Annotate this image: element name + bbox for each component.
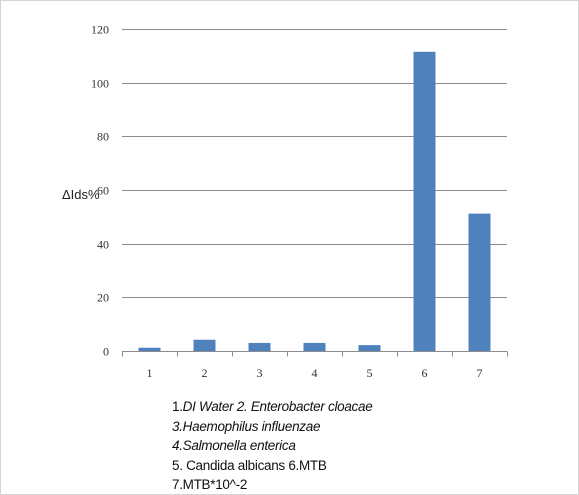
legend-line: 1.DI Water 2. Enterobacter cloacae — [172, 397, 373, 417]
legend-line: 3.Haemophilus influenzae — [172, 417, 372, 437]
y-axis-label: ΔIds% — [62, 187, 100, 202]
bar-7 — [468, 213, 491, 351]
y-tick-label: 40 — [97, 238, 109, 252]
y-tick-label: 0 — [103, 345, 109, 359]
y-tick-label: 60 — [97, 184, 109, 198]
gridlines — [122, 29, 507, 298]
legend-text: 4.Salmonella enterica — [172, 438, 296, 453]
x-tick-label: 1 — [147, 366, 153, 380]
y-tick-label: 100 — [91, 77, 109, 91]
category-legend: 1.DI Water 2. Enterobacter cloacae 3.Haem… — [172, 397, 373, 494]
axes: 0 20 40 60 80 100 120 1 2 3 4 5 6 7 — [91, 23, 508, 380]
x-tick-label: 5 — [367, 366, 373, 380]
y-tick-label: 120 — [91, 23, 109, 37]
legend-line: 7.MTB*10^-2 — [172, 475, 372, 494]
x-tick-label: 4 — [312, 366, 318, 380]
legend-line: 5. Candida albicans 6.MTB — [172, 456, 372, 476]
legend-text: DI Water 2. Enterobacter cloacae — [182, 399, 373, 414]
bar-1 — [138, 347, 161, 351]
y-tick-label: 20 — [97, 291, 109, 305]
bars — [138, 51, 491, 351]
legend-text: 5. Candida albicans 6.MTB — [172, 457, 327, 473]
bar-2 — [193, 339, 216, 351]
x-tick-label: 3 — [257, 366, 263, 380]
legend-line: 4.Salmonella enterica — [172, 436, 372, 456]
y-tick-label: 80 — [97, 130, 109, 144]
bar-6 — [413, 51, 436, 351]
bar-4 — [303, 342, 326, 351]
x-tick-label: 6 — [422, 366, 428, 380]
x-tick-label: 7 — [477, 366, 483, 380]
bar-3 — [248, 342, 271, 351]
legend-text: 7.MTB*10^-2 — [172, 477, 248, 492]
legend-text: 3.Haemophilus influenzae — [172, 418, 321, 434]
legend-text: 1. — [172, 399, 183, 414]
bar-5 — [358, 345, 381, 351]
x-tick-label: 2 — [202, 366, 208, 380]
